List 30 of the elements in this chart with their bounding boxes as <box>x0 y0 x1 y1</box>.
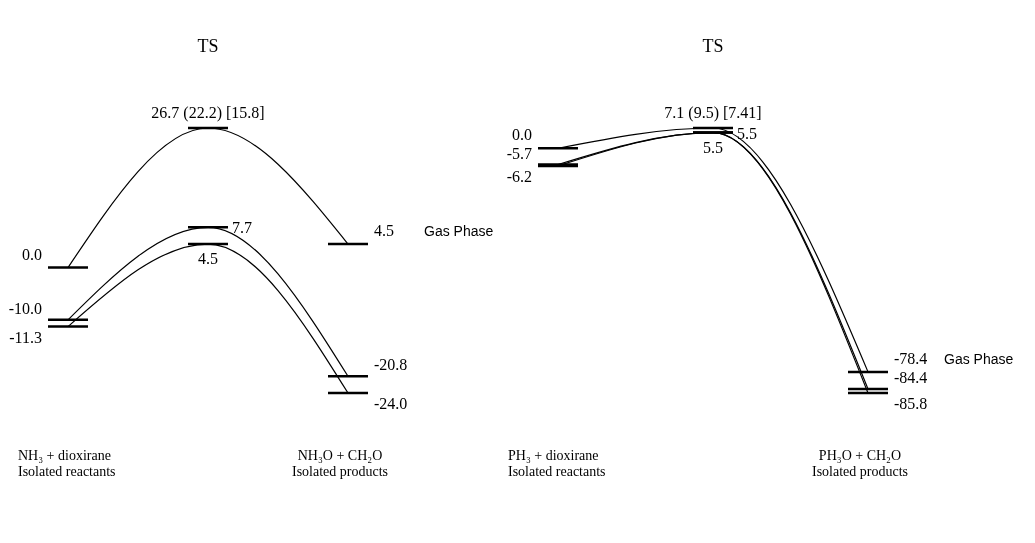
text: Isolated reactants <box>18 464 116 480</box>
data-label: 5.5 <box>703 138 723 156</box>
data-label: -6.2 <box>506 167 532 185</box>
text: NH₃ + dioxirane <box>18 448 112 464</box>
data-label: -84.4 <box>894 369 928 387</box>
data-label: -10.0 <box>8 299 42 317</box>
data-label: 7.7 <box>232 219 252 237</box>
data-label: -20.8 <box>374 356 408 374</box>
data-label: 0.0 <box>22 245 42 263</box>
data-label: -78.4 <box>894 349 928 367</box>
text: PH₃ + dioxirane <box>508 448 600 464</box>
text: NH₃O + CH₂O <box>296 448 384 464</box>
text: PH₃O + CH₂O <box>817 448 903 464</box>
data-label: 5.5 <box>737 124 757 142</box>
data-label: 0.0 <box>512 126 532 144</box>
data-label: 26.7 (22.2) [15.8] <box>151 104 265 122</box>
data-label: -5.7 <box>506 144 532 162</box>
text: TS <box>702 36 724 57</box>
data-label: 4.5 <box>374 222 394 240</box>
text: Gas Phase <box>424 223 494 240</box>
text: Isolated reactants <box>508 464 606 480</box>
text: Isolated products <box>291 464 388 480</box>
text: Isolated products <box>811 464 908 480</box>
data-label: -85.8 <box>894 395 928 412</box>
data-label: -24.0 <box>374 395 408 412</box>
data-label: 4.5 <box>198 250 218 268</box>
data-label: -11.3 <box>9 328 42 346</box>
text: TS <box>197 36 219 57</box>
text: Gas Phase <box>944 350 1014 367</box>
data-label: 7.1 (9.5) [7.41] <box>664 104 762 122</box>
